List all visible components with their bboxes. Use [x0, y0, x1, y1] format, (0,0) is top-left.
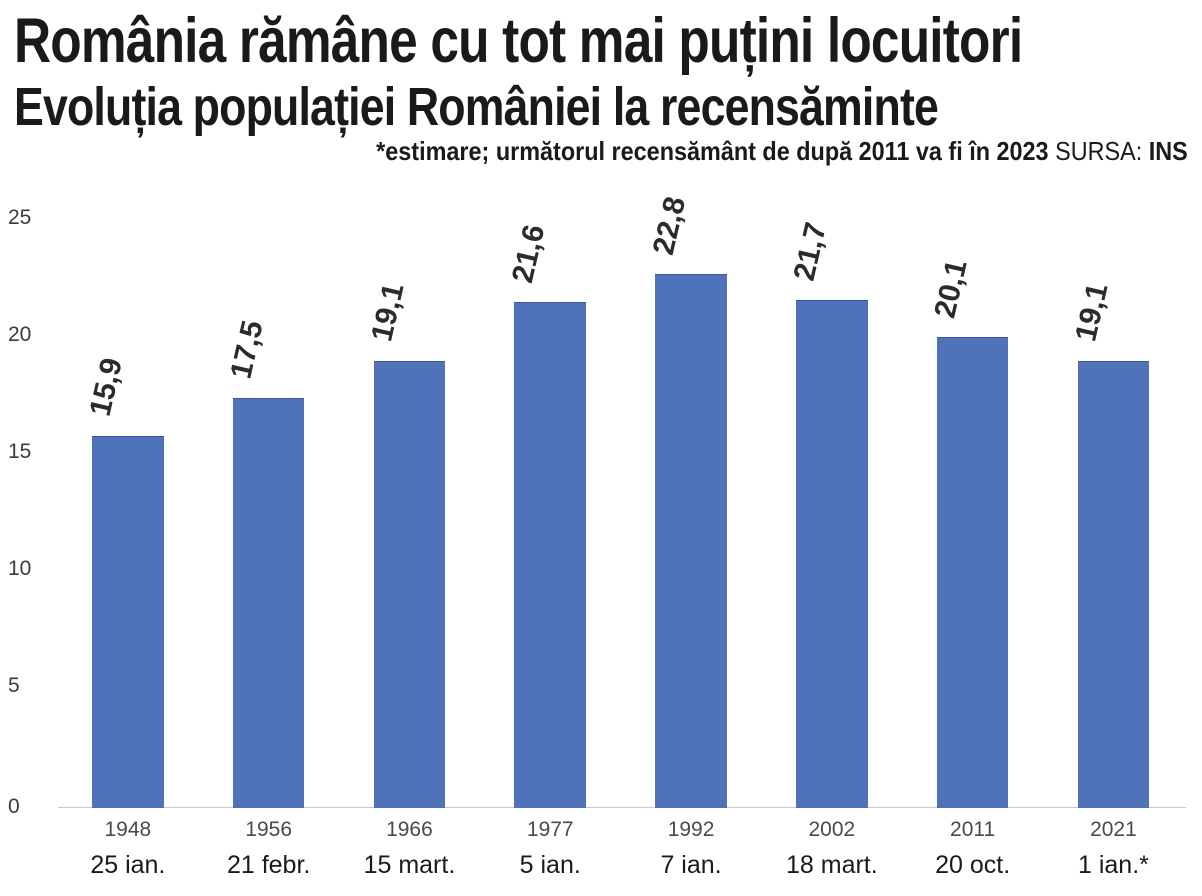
svg-text:20,1: 20,1	[928, 257, 973, 321]
svg-text:15,9: 15,9	[84, 355, 129, 419]
svg-text:19,1: 19,1	[365, 280, 410, 344]
svg-text:19,1: 19,1	[1069, 280, 1114, 344]
svg-text:22,8: 22,8	[647, 194, 692, 258]
svg-text:17,5: 17,5	[224, 317, 269, 381]
svg-text:21,6: 21,6	[506, 222, 551, 286]
svg-text:21,7: 21,7	[788, 219, 833, 283]
